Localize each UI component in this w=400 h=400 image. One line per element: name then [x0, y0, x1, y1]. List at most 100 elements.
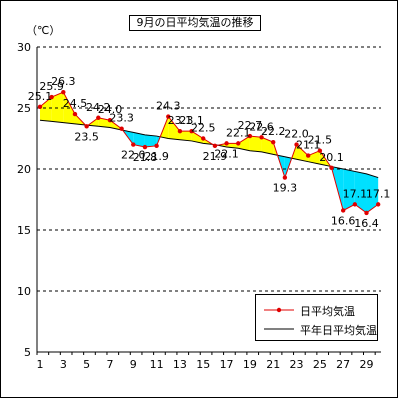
daily-temperature-point: [364, 210, 369, 216]
data-label: 25.1: [28, 90, 53, 103]
data-label: 24.0: [98, 103, 123, 116]
legend-label-daily: 日平均気温: [300, 305, 355, 318]
legend-swatch-normal: [264, 328, 294, 330]
data-label: 17.1: [366, 187, 391, 200]
daily-temperature-point: [72, 111, 78, 117]
daily-temperature-point: [306, 153, 311, 158]
data-label: 17.1: [343, 187, 368, 200]
data-label: 21.1: [296, 139, 321, 152]
daily-temperature-point: [49, 94, 54, 100]
daily-temperature-point: [236, 141, 241, 146]
x-tick-label: 5: [83, 358, 90, 371]
daily-temperature-point: [61, 89, 66, 95]
y-tick-label: 20: [17, 163, 31, 176]
data-label: 22.5: [191, 122, 216, 135]
data-label: 22.6: [249, 120, 274, 133]
daily-temperature-point: [131, 142, 136, 147]
daily-temperature-point: [177, 128, 183, 134]
y-tick-label: 15: [17, 224, 31, 237]
daily-temperature-point: [375, 202, 381, 207]
daily-temperature-point: [154, 143, 159, 149]
x-tick-label: 3: [60, 358, 67, 371]
data-label: 23.1: [168, 114, 193, 127]
daily-temperature-point: [271, 139, 276, 145]
difference-fill: [343, 169, 355, 211]
difference-fill: [40, 97, 52, 122]
data-label: 21.5: [308, 134, 333, 147]
data-label: 23.5: [74, 130, 99, 143]
x-tick-label: 15: [196, 358, 210, 371]
daily-temperature-point: [119, 126, 124, 131]
difference-fill: [133, 132, 145, 148]
data-label: 24.2: [86, 101, 111, 114]
y-tick-label: 30: [17, 41, 31, 54]
x-tick-label: 29: [360, 358, 374, 371]
x-tick-label: 1: [37, 358, 44, 371]
daily-temperature-point: [166, 114, 171, 119]
difference-fill: [51, 92, 64, 123]
data-label: 22.2: [261, 125, 286, 138]
difference-fill: [261, 137, 274, 155]
difference-fill: [191, 131, 204, 144]
data-label: 22.1: [214, 147, 239, 160]
data-label: 21.9: [203, 150, 228, 163]
data-label: 24.3: [156, 100, 181, 113]
axes: [36, 47, 381, 355]
y-tick-label: 25: [17, 102, 31, 115]
daily-temperature-point: [201, 136, 206, 141]
data-label: 25.9: [39, 80, 64, 93]
x-tick-label: 25: [313, 358, 327, 371]
data-label: 22.7: [238, 119, 263, 132]
data-label: 22.0: [121, 149, 146, 162]
y-tick-label: 5: [24, 346, 31, 359]
daily-temperature-point: [282, 175, 288, 180]
x-tick-label: 13: [173, 358, 187, 371]
y-axis-label: （℃）: [26, 24, 60, 37]
daily-temperature-point: [329, 165, 334, 170]
daily-temperature-point: [84, 124, 89, 129]
difference-fill: [98, 117, 110, 128]
x-tick-label: 11: [150, 358, 164, 371]
legend-label-normal: 平年日平均気温: [300, 324, 377, 337]
legend-item-daily: 日平均気温: [256, 301, 377, 319]
data-label: 16.4: [354, 217, 379, 230]
daily-temperature-point: [294, 142, 299, 147]
difference-fill: [366, 173, 379, 213]
daily-temperature-point: [107, 118, 113, 123]
normal-temperature-line: [39, 119, 379, 179]
chart-title: 9月の日平均気温の推移: [129, 15, 261, 31]
data-label: 16.6: [331, 214, 356, 227]
legend: 日平均気温 平年日平均気温: [255, 294, 378, 341]
daily-temperature-point: [317, 148, 323, 153]
x-tick-label: 23: [290, 358, 304, 371]
difference-fill: [168, 116, 180, 140]
data-label: 26.3: [51, 75, 76, 88]
x-tick-label: 7: [106, 358, 113, 371]
difference-fill: [179, 131, 192, 141]
legend-swatch-daily: [264, 307, 294, 313]
gridlines: [37, 46, 381, 292]
x-tick-label: 27: [336, 358, 350, 371]
daily-temperature-point: [259, 135, 264, 140]
daily-temperature-point: [352, 202, 358, 207]
series-lines: [39, 91, 379, 214]
difference-fill: [296, 144, 309, 162]
data-label: 20.1: [319, 151, 344, 164]
daily-temperature-point: [247, 133, 253, 139]
x-tick-label: 17: [220, 358, 234, 371]
daily-temperature-point: [224, 141, 229, 146]
daily-temperature-point: [96, 115, 101, 120]
data-label: 22.0: [284, 128, 309, 141]
data-label: 22.1: [226, 126, 251, 139]
series-markers: [37, 89, 381, 216]
data-label: 21.8: [133, 151, 158, 164]
data-label: 23.1: [179, 114, 204, 127]
daily-temperature-point: [142, 144, 148, 150]
data-label: 21.9: [144, 150, 169, 163]
daily-temperature-point: [212, 143, 218, 149]
daily-temperature-point: [37, 104, 43, 109]
x-tick-label: 19: [243, 358, 257, 371]
